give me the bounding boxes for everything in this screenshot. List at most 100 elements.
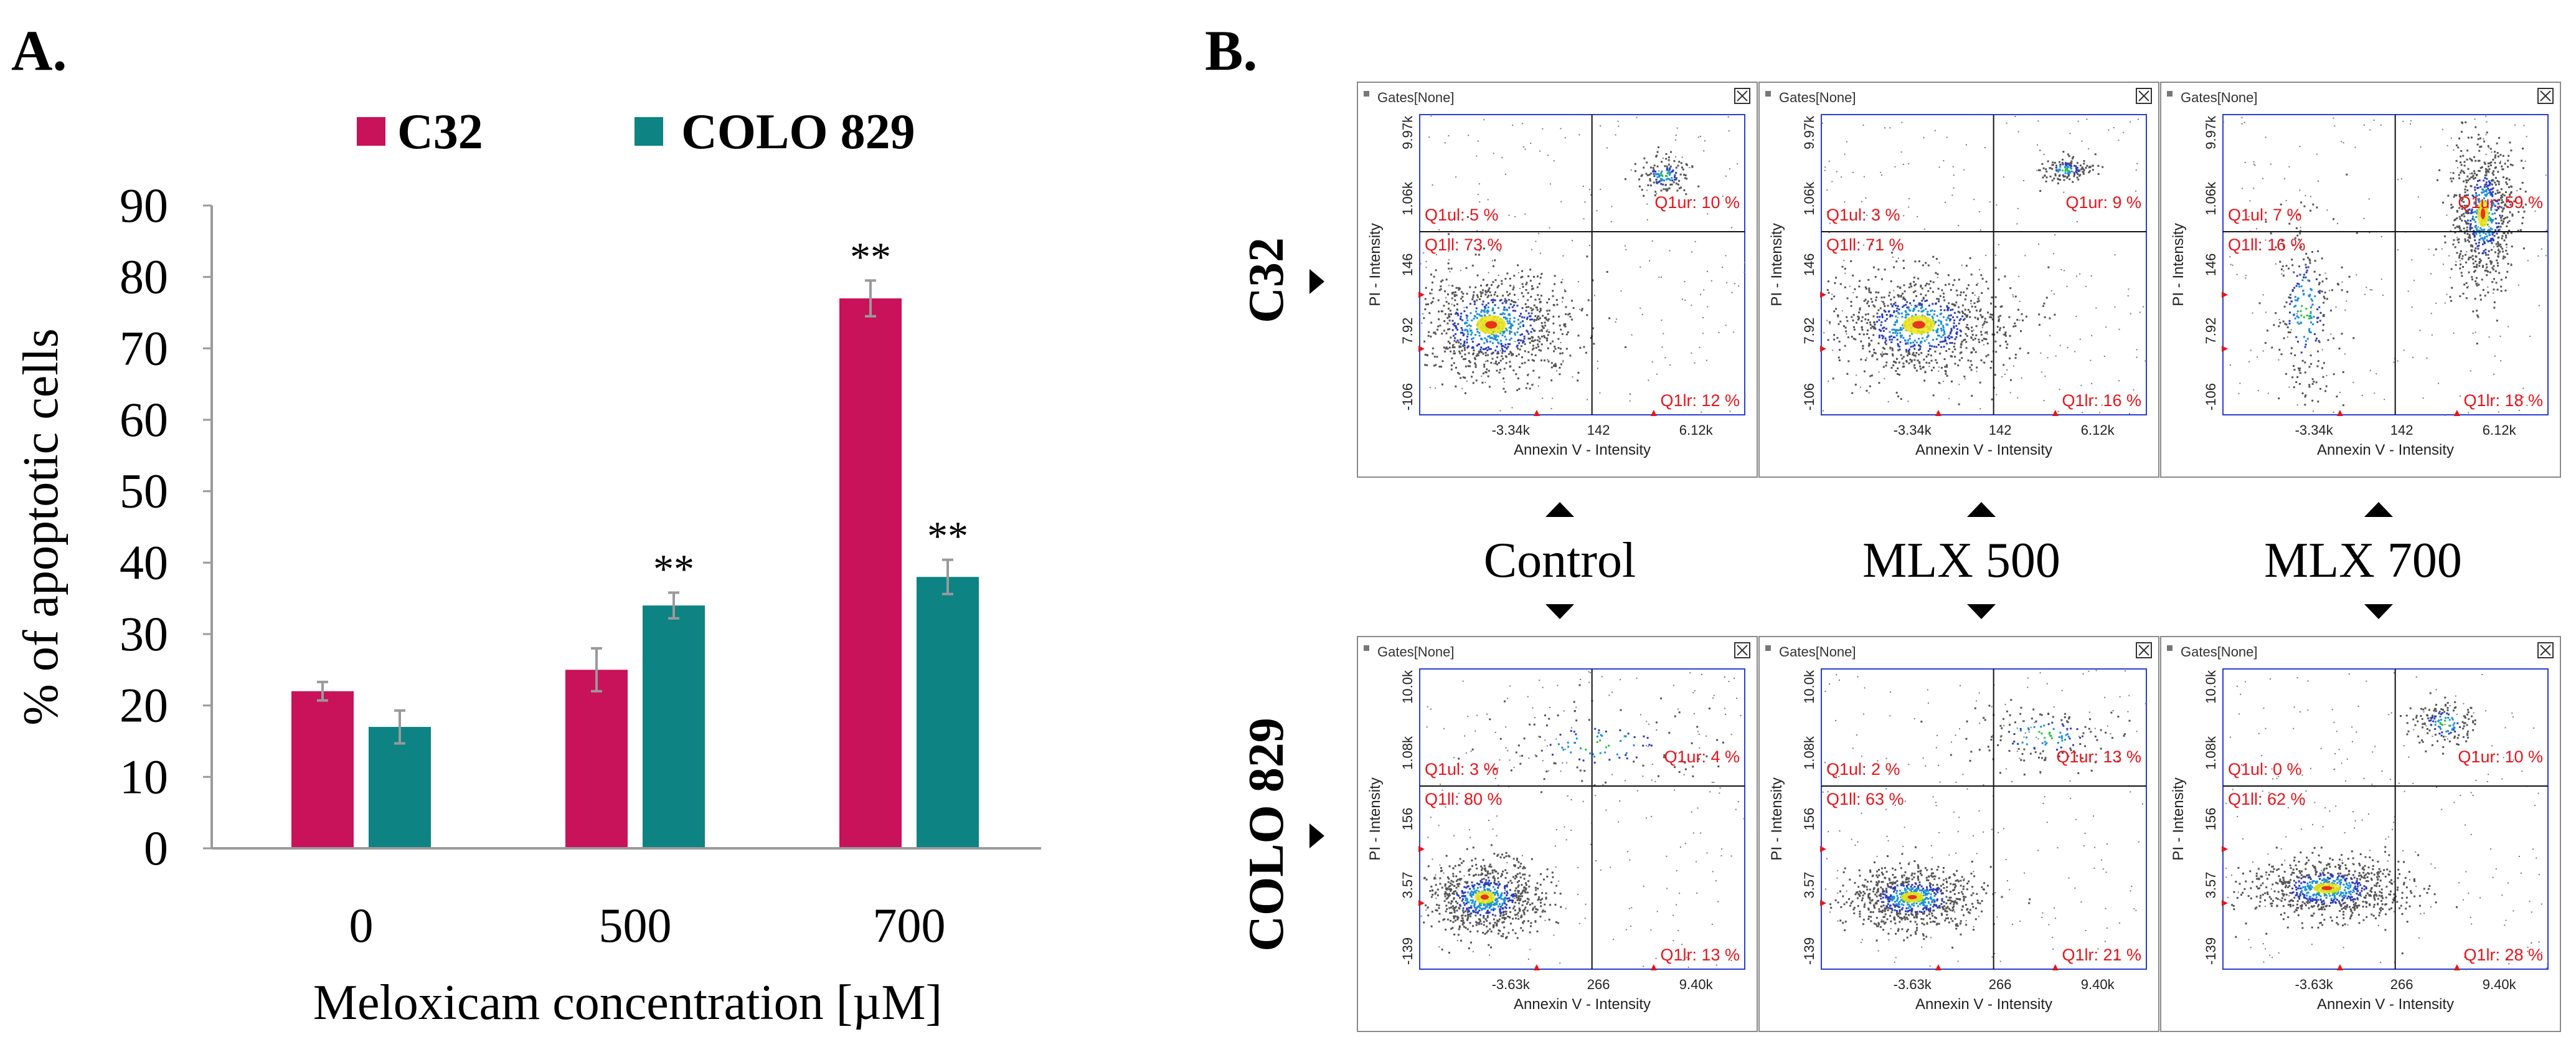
axis-marker-icon bbox=[1820, 846, 1826, 853]
gates-marker-icon bbox=[2167, 645, 2173, 651]
arrow-up-mlx700-icon bbox=[2364, 502, 2393, 517]
close-box-icon bbox=[2136, 642, 2152, 658]
y-tick-label: 146 bbox=[2203, 254, 2219, 277]
quadrant-label-q1ur: Q1ur: 4 % bbox=[1664, 747, 1740, 766]
y-tick-label: 1.08k bbox=[1801, 736, 1817, 770]
significance-marker: ** bbox=[653, 546, 694, 592]
axis-marker-icon bbox=[1935, 410, 1941, 416]
close-box-icon bbox=[2537, 88, 2554, 104]
scatter-dots bbox=[2225, 672, 2549, 970]
row-pointer-c32-icon bbox=[1309, 269, 1324, 294]
significance-marker: ** bbox=[927, 514, 968, 559]
gates-label: Gates[None] bbox=[1779, 90, 1856, 105]
quadrant-label-q1ll: Q1ll: 80 % bbox=[1425, 790, 1503, 808]
scatter-dots bbox=[2223, 115, 2549, 416]
y-axis-title: % of apoptotic cells bbox=[14, 328, 68, 726]
close-box-icon bbox=[1737, 645, 1748, 656]
y-tick-label: -139 bbox=[1801, 937, 1817, 965]
x-tick-label: 6.12k bbox=[2081, 422, 2115, 438]
x-tick-label: 6.12k bbox=[2483, 422, 2517, 438]
quadrant-label-q1ur: Q1ur: 59 % bbox=[2458, 193, 2543, 212]
x-tick-label: 9.40k bbox=[1679, 977, 1714, 992]
x-tick-label: -3.63k bbox=[2295, 977, 2334, 992]
close-box-icon bbox=[2138, 645, 2149, 656]
plot-area bbox=[1821, 114, 2147, 415]
y-tick-label: 10 bbox=[120, 749, 168, 803]
y-tick-label: 0 bbox=[144, 821, 168, 875]
quadrant-label-q1ul: Q1ul: 3 % bbox=[1826, 206, 1900, 224]
legend-swatch-colo829 bbox=[635, 117, 663, 146]
y-tick-label: 3.57 bbox=[1400, 872, 1415, 899]
y-tick-label: 70 bbox=[120, 321, 168, 375]
quadrant-label-q1ur: Q1ur: 10 % bbox=[2458, 747, 2543, 766]
x-tick-label: 0 bbox=[349, 898, 374, 952]
plot-area bbox=[2222, 114, 2549, 415]
panel-a-label: A. bbox=[11, 19, 67, 82]
gates-marker-icon bbox=[2167, 91, 2173, 97]
flow-plot-0-2: Gates[None] Q1ul: 7 % Q1ur: 59 % Q1ll: 16 %… bbox=[2160, 82, 2561, 478]
axis-marker-icon bbox=[2222, 345, 2228, 352]
axis-marker-icon bbox=[1533, 964, 1540, 970]
y-tick-label: 1.06k bbox=[2203, 181, 2219, 216]
condition-label-mlx500: MLX 500 bbox=[1862, 533, 2060, 588]
gates-label: Gates[None] bbox=[2181, 90, 2258, 105]
apoptosis-bar-chart: C32 COLO 829 0 10 20 30 40 50 60 70 80 90 ** **** … bbox=[14, 105, 1041, 1030]
x-axis-ticks: 0 500 700 bbox=[349, 898, 946, 952]
row-label-c32: C32 bbox=[1239, 237, 1294, 323]
quadrant-label-q1lr: Q1lr: 12 % bbox=[1660, 391, 1740, 410]
condition-label-mlx700: MLX 700 bbox=[2264, 533, 2462, 588]
y-tick-label: -139 bbox=[2203, 937, 2219, 965]
plot-area bbox=[2222, 668, 2549, 970]
bar-c32-0 bbox=[291, 691, 354, 848]
close-box-icon bbox=[1734, 642, 1750, 658]
scatter-dots bbox=[1420, 671, 1745, 968]
close-box-icon bbox=[1734, 88, 1750, 104]
x-axis-title: Annexin V - Intensity bbox=[1514, 996, 1651, 1013]
x-axis-title: Annexin V - Intensity bbox=[1514, 442, 1651, 458]
row-pointer-colo829-icon bbox=[1309, 823, 1324, 848]
y-axis-title: PI - Intensity bbox=[1367, 777, 1384, 860]
condition-labels: Control MLX 500 MLX 700 bbox=[1484, 533, 2462, 588]
arrow-up-mlx500-icon bbox=[1967, 502, 1996, 517]
x-tick-label: 142 bbox=[1989, 422, 2012, 438]
quadrant-label-q1ul: Q1ul: 7 % bbox=[2228, 206, 2302, 224]
row-label-colo829: COLO 829 bbox=[1239, 718, 1294, 952]
arrow-down-control-icon bbox=[1545, 604, 1574, 619]
axis-marker-icon bbox=[1650, 964, 1657, 970]
bar-colo829-700 bbox=[917, 577, 979, 848]
quadrant-label-q1ll: Q1ll: 16 % bbox=[2228, 235, 2306, 254]
quadrant-label-q1ll: Q1ll: 71 % bbox=[1826, 235, 1904, 254]
x-axis-title: Annexin V - Intensity bbox=[1915, 996, 2052, 1013]
axis-marker-icon bbox=[1533, 410, 1540, 416]
chart-legend: C32 COLO 829 bbox=[357, 105, 915, 159]
x-tick-label: -3.34k bbox=[1492, 422, 1531, 438]
axis-marker-icon bbox=[1820, 345, 1826, 352]
y-tick-label: 10.0k bbox=[2203, 670, 2219, 704]
y-tick-label: -106 bbox=[1801, 383, 1817, 410]
y-tick-label: 60 bbox=[120, 392, 168, 447]
quadrant-label-q1ur: Q1ur: 13 % bbox=[2056, 747, 2141, 766]
density-peak bbox=[2480, 208, 2486, 219]
gates-marker-icon bbox=[1364, 91, 1369, 97]
significance-marker: ** bbox=[850, 234, 891, 280]
y-tick-label: -106 bbox=[1400, 383, 1415, 410]
y-tick-label: 156 bbox=[1801, 808, 1817, 831]
axis-marker-icon bbox=[2336, 964, 2343, 970]
quadrant-label-q1lr: Q1lr: 16 % bbox=[2062, 391, 2141, 410]
legend-swatch-c32 bbox=[357, 117, 385, 146]
axis-marker-icon bbox=[1418, 345, 1425, 352]
y-tick-label: 7.92 bbox=[1400, 318, 1415, 344]
flow-cytometry-grid: Gates[None] Q1ul: 5 % Q1ur: 10 % Q1ll: 73 %… bbox=[1357, 82, 2561, 1032]
y-tick-label: 156 bbox=[2203, 808, 2219, 831]
y-tick-label: 9.97k bbox=[1400, 115, 1415, 149]
quadrant-label-q1ul: Q1ul: 2 % bbox=[1826, 760, 1900, 779]
arrow-down-mlx500-icon bbox=[1967, 604, 1996, 619]
gates-label: Gates[None] bbox=[1377, 90, 1455, 105]
axis-marker-icon bbox=[1418, 291, 1425, 298]
y-tick-label: 156 bbox=[1400, 808, 1415, 831]
x-tick-label: 142 bbox=[1587, 422, 1610, 438]
quadrant-label-q1lr: Q1lr: 13 % bbox=[1660, 945, 1740, 964]
y-axis-ticks: 0 10 20 30 40 50 60 70 80 90 bbox=[120, 178, 212, 875]
gates-label: Gates[None] bbox=[2181, 644, 2258, 660]
y-tick-label: -139 bbox=[1400, 937, 1415, 965]
